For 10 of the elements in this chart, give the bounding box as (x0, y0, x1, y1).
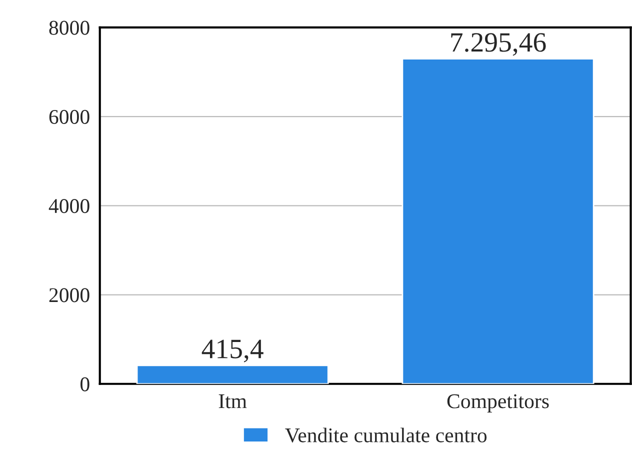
y-tick-label: 6000 (49, 110, 90, 124)
legend-label: Vendite cumulate centro (285, 428, 487, 442)
text: 7.295,46 (451, 33, 546, 56)
y-tick-label: 4000 (48, 199, 90, 214)
y-tick-label: 0 (80, 377, 90, 392)
text: 415,4 (202, 340, 264, 362)
x-tick-label: Competitors (447, 394, 549, 412)
y-tick-label: 2000 (49, 288, 90, 302)
x-tick-label: Itm (218, 394, 247, 408)
y-tick-label: 8000 (49, 20, 90, 35)
